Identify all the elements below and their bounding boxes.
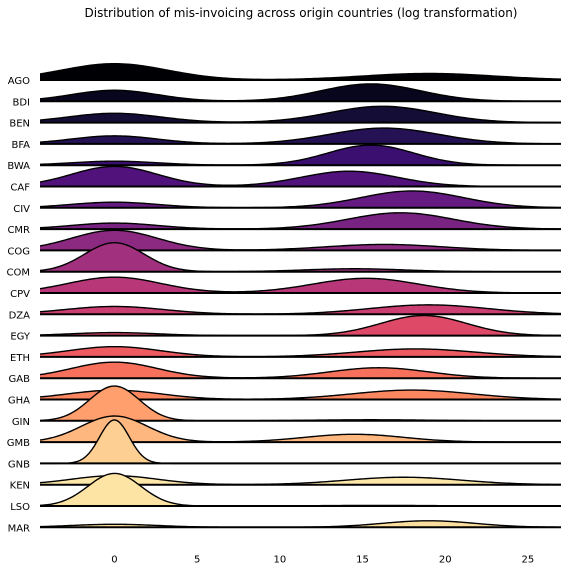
ridge-area-egy bbox=[40, 315, 561, 336]
ridge-bdi: BDI bbox=[12, 83, 561, 108]
ridge-label-gha: GHA bbox=[8, 396, 30, 407]
ridge-label-gmb: GMB bbox=[7, 438, 30, 449]
ridge-label-bfa: BFA bbox=[11, 140, 30, 151]
ridge-label-eth: ETH bbox=[10, 353, 30, 364]
ridge-egy: EGY bbox=[10, 314, 562, 343]
ridge-area-civ bbox=[40, 190, 561, 208]
ridge-area-ago bbox=[40, 63, 561, 80]
ridge-label-cpv: CPV bbox=[10, 289, 30, 300]
ridge-line-civ bbox=[39, 190, 562, 209]
ridge-civ: CIV bbox=[13, 190, 562, 215]
ridge-line-gab bbox=[39, 361, 561, 379]
ridge-caf: CAF bbox=[10, 165, 561, 194]
ridge-area-cog bbox=[40, 230, 561, 251]
ridge-line-cog bbox=[39, 229, 561, 252]
ridge-lso: LSO bbox=[10, 472, 561, 513]
ridge-label-ken: KEN bbox=[10, 481, 30, 492]
ridge-cmr: CMR bbox=[7, 212, 562, 236]
ridge-bwa: BWA bbox=[7, 144, 561, 172]
ridge-area-gin bbox=[40, 386, 561, 421]
ridge-com: COM bbox=[7, 242, 561, 279]
ridge-gab: GAB bbox=[9, 361, 561, 385]
ridge-area-bdi bbox=[40, 83, 561, 102]
ridge-line-ago bbox=[39, 62, 562, 81]
ridge-label-gnb: GNB bbox=[8, 459, 30, 470]
ridge-cpv: CPV bbox=[10, 276, 561, 300]
ridge-label-dza: DZA bbox=[9, 310, 31, 321]
ridge-line-ben bbox=[39, 105, 562, 124]
ridge-area-bfa bbox=[40, 128, 561, 144]
ridge-area-dza bbox=[40, 304, 561, 315]
ridge-line-eth bbox=[39, 345, 562, 358]
x-tick-label: 5 bbox=[194, 554, 200, 564]
ridge-dza: DZA bbox=[9, 304, 562, 321]
ridge-label-gin: GIN bbox=[12, 417, 30, 428]
ridge-mar: MAR bbox=[8, 520, 562, 534]
ridge-label-bwa: BWA bbox=[7, 161, 30, 172]
ridge-area-gnb bbox=[40, 420, 561, 464]
ridge-area-caf bbox=[40, 166, 561, 187]
x-axis: 0 5 10 15 20 25 bbox=[111, 547, 534, 564]
ridge-area-mar bbox=[40, 520, 561, 528]
ridge-label-egy: EGY bbox=[10, 332, 31, 343]
ridge-label-lso: LSO bbox=[10, 502, 30, 513]
ridge-area-com bbox=[40, 242, 561, 272]
ridge-label-civ: CIV bbox=[13, 204, 30, 215]
chart-title: Distribution of mis-invoicing across ori… bbox=[85, 6, 518, 20]
ridge-line-bfa bbox=[39, 127, 562, 145]
ridge-area-bwa bbox=[40, 145, 561, 166]
ridge-ago: AGO bbox=[8, 62, 562, 87]
x-tick-label: 25 bbox=[522, 554, 535, 564]
ridges-group: AGO BDI BEN BFA BWA CAF CIV CMR COG COM CPV DZA EGY E… bbox=[7, 62, 562, 534]
ridge-line-bwa bbox=[39, 144, 561, 166]
ridge-label-bdi: BDI bbox=[12, 97, 30, 108]
ridge-label-cog: COG bbox=[7, 246, 30, 257]
ridge-area-gab bbox=[40, 362, 561, 379]
ridge-label-cmr: CMR bbox=[7, 225, 30, 236]
ridge-area-cpv bbox=[40, 277, 561, 293]
ridge-gnb: GNB bbox=[8, 419, 561, 470]
ridge-label-caf: CAF bbox=[10, 183, 30, 194]
ridge-eth: ETH bbox=[10, 345, 562, 364]
ridge-line-cpv bbox=[39, 276, 561, 294]
x-tick-label: 20 bbox=[439, 554, 452, 564]
ridge-area-ken bbox=[40, 475, 561, 485]
ridge-label-com: COM bbox=[7, 268, 30, 279]
ridge-line-cmr bbox=[39, 212, 562, 230]
ridge-bfa: BFA bbox=[11, 127, 562, 151]
ridge-label-ago: AGO bbox=[8, 76, 30, 87]
ridge-label-gab: GAB bbox=[9, 374, 31, 385]
ridge-area-gmb bbox=[40, 416, 561, 443]
ridge-area-cmr bbox=[40, 212, 561, 230]
ridge-area-gha bbox=[40, 390, 561, 400]
ridge-label-ben: BEN bbox=[9, 119, 30, 130]
x-tick-label: 0 bbox=[111, 554, 117, 564]
ridge-area-lso bbox=[40, 473, 561, 506]
ridge-ben: BEN bbox=[9, 105, 562, 130]
ridge-line-bdi bbox=[39, 83, 561, 102]
x-tick-label: 10 bbox=[273, 554, 286, 564]
x-tick-label: 15 bbox=[356, 554, 369, 564]
ridge-label-mar: MAR bbox=[8, 523, 30, 534]
